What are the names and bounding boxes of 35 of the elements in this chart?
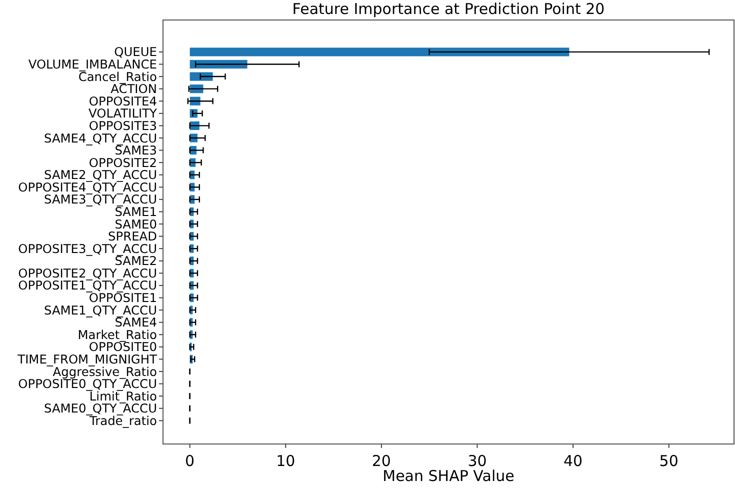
y-tick-label: SAME1_QTY_ACCU <box>44 303 157 318</box>
x-tick-label: 0 <box>185 452 195 470</box>
y-tick-label: VOLUME_IMBALANCE <box>28 58 157 72</box>
x-tick-label: 50 <box>659 452 678 470</box>
y-tick-label: Market_Ratio <box>78 328 157 342</box>
y-tick-label: QUEUE <box>114 45 157 60</box>
y-tick-label: SAME2 <box>114 254 157 268</box>
y-tick-label: Cancel_Ratio <box>78 70 157 84</box>
y-tick-label: OPPOSITE2_QTY_ACCU <box>18 266 157 280</box>
x-tick-label: 10 <box>276 452 296 470</box>
x-tick-label: 20 <box>372 452 391 470</box>
y-tick-label: SAME0_QTY_ACCU <box>44 402 157 416</box>
y-tick-label: SPREAD <box>108 230 157 244</box>
y-tick-label: SAME4 <box>114 316 158 330</box>
y-tick-label: OPPOSITE2 <box>88 156 157 170</box>
y-tick-label: SAME2_QTY_ACCU <box>44 168 157 182</box>
y-tick-label: VOLATILITY <box>88 106 158 121</box>
y-tick-label: SAME3 <box>114 144 157 158</box>
bar <box>190 48 570 56</box>
y-tick-label: ACTION <box>110 82 157 96</box>
y-tick-label: SAME4_QTY_ACCU <box>44 131 157 146</box>
y-tick-label: OPPOSITE3_QTY_ACCU <box>18 242 157 256</box>
bar <box>190 72 213 81</box>
y-tick-label: OPPOSITE4 <box>88 94 158 108</box>
y-tick-label: SAME0 <box>114 217 157 232</box>
y-tick-label: Aggressive_Ratio <box>52 364 157 379</box>
y-tick-label: OPPOSITE3 <box>88 118 157 133</box>
y-tick-label: TIME_FROM_MIGNIGHT <box>16 352 158 366</box>
y-tick-label: SAME1 <box>114 204 157 219</box>
y-tick-label: OPPOSITE1 <box>88 291 157 306</box>
x-tick-label: 40 <box>564 452 583 470</box>
chart-title: Feature Importance at Prediction Point 20 <box>292 0 605 18</box>
x-tick-label: 30 <box>468 452 487 470</box>
x-axis-title: Mean SHAP Value <box>382 467 514 485</box>
y-tick-label: OPPOSITE0 <box>88 340 157 354</box>
